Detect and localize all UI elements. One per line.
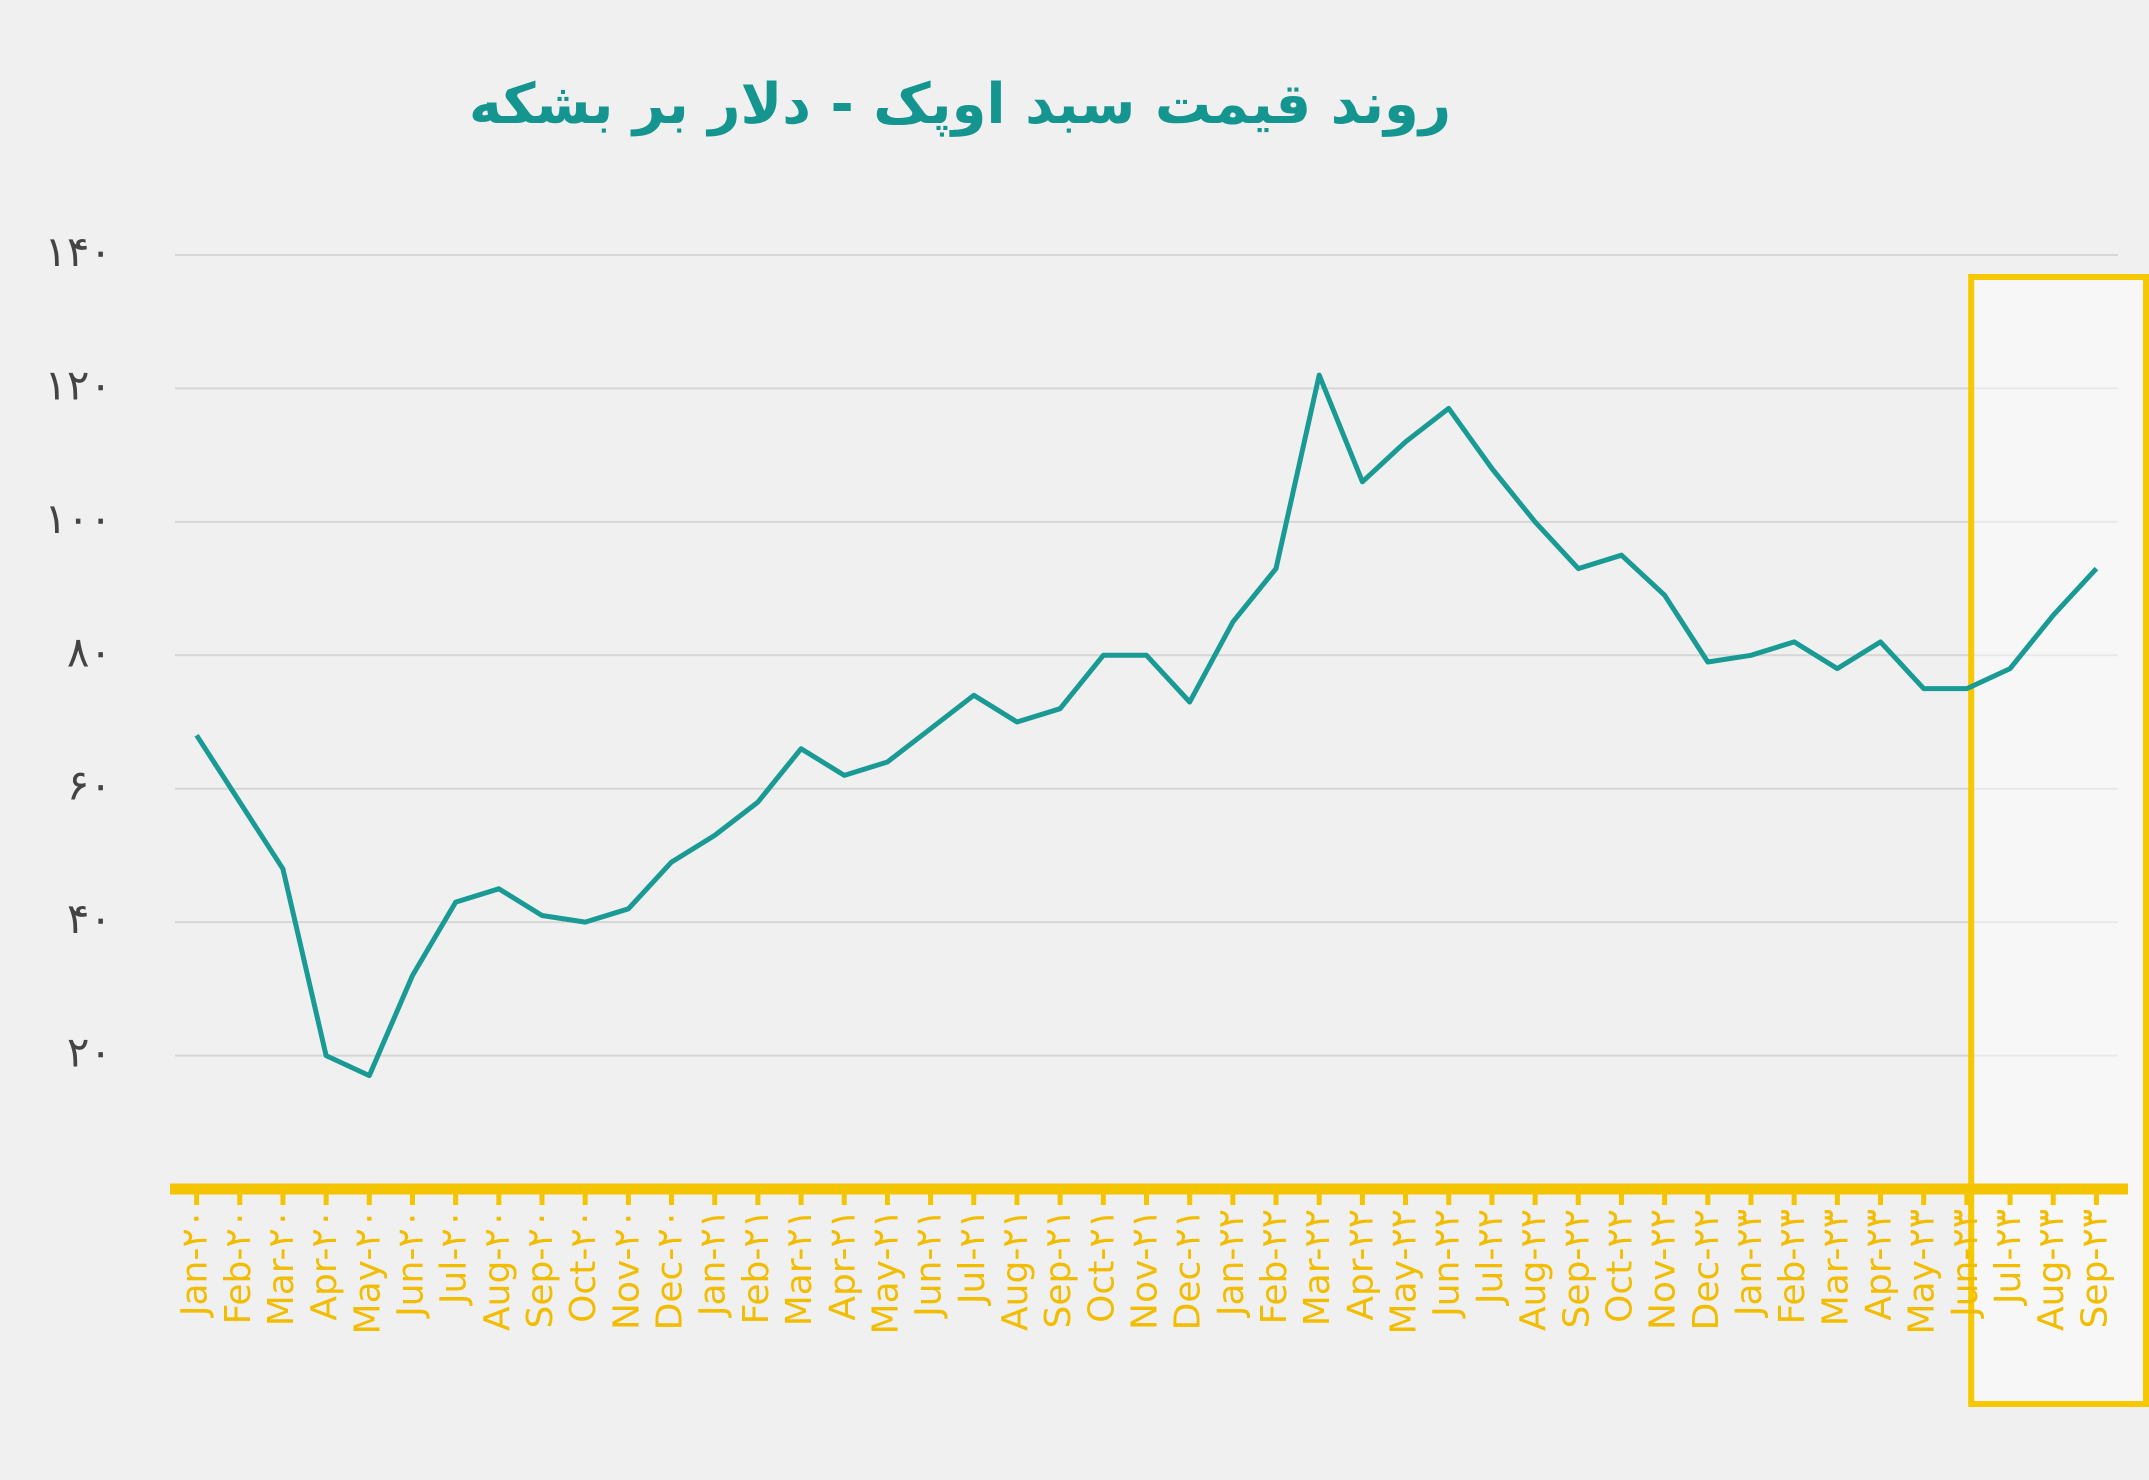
x-tick-label: Sep-۲۳ (2074, 1209, 2115, 1329)
x-tick-label: Jun-۲۲ (1427, 1209, 1468, 1319)
x-tick-label: Mar-۲۳ (1815, 1209, 1856, 1326)
x-tick-label: Feb-۲۰ (218, 1209, 259, 1324)
x-tick-label: Nov-۲۰ (606, 1209, 647, 1330)
x-tick-label: May-۲۳ (1902, 1209, 1943, 1334)
x-tick-label: Apr-۲۰ (304, 1209, 345, 1321)
chart-title: روند قیمت سبد اوپک - دلار بر بشکه (469, 72, 1451, 137)
x-tick-label: Aug-۲۳ (2031, 1209, 2072, 1331)
x-tick-label: Sep-۲۱ (1038, 1209, 1079, 1329)
x-tick-label: May-۲۲ (1384, 1209, 1425, 1334)
x-tick-label: Oct-۲۱ (1081, 1209, 1122, 1323)
x-tick-label: Jul-۲۲ (1470, 1209, 1511, 1306)
x-tick-label: Dec-۲۰ (650, 1209, 691, 1330)
y-tick-label: ۲۰ (67, 1028, 112, 1077)
highlight-box (1968, 274, 2149, 1407)
x-tick-label: Jul-۲۱ (952, 1209, 993, 1306)
x-tick-label: Oct-۲۲ (1599, 1209, 1640, 1323)
price-line (194, 372, 2099, 1079)
x-tick-label: Jun-۲۱ (909, 1209, 950, 1319)
x-tick-label: Dec-۲۲ (1686, 1209, 1727, 1330)
x-tick-label: Nov-۲۲ (1643, 1209, 1684, 1330)
x-tick-label: Nov-۲۱ (1125, 1209, 1166, 1330)
x-tick-label: Jan-۲۱ (693, 1209, 734, 1318)
x-tick-label: Jul-۲۰ (434, 1209, 475, 1306)
x-tick-label: Oct-۲۰ (563, 1209, 604, 1323)
x-tick-label: Jun-۲۰ (390, 1209, 431, 1319)
y-tick-label: ۸۰ (67, 627, 112, 676)
x-tick-label: May-۲۱ (865, 1209, 906, 1334)
y-tick-label: ۶۰ (67, 761, 112, 810)
x-tick-label: Feb-۲۲ (1254, 1209, 1295, 1324)
x-tick-label: Feb-۲۱ (736, 1209, 777, 1324)
x-tick-label: Jan-۲۰ (175, 1209, 216, 1318)
x-tick-label: Jul-۲۳ (1988, 1209, 2029, 1306)
x-tick-label: Mar-۲۲ (1297, 1209, 1338, 1326)
x-tick-label: Apr-۲۲ (1340, 1209, 1381, 1321)
x-tick-label: Mar-۲۱ (779, 1209, 820, 1326)
x-tick-label: Dec-۲۱ (1168, 1209, 1209, 1330)
x-tick-label: Sep-۲۲ (1556, 1209, 1597, 1329)
x-tick-label: May-۲۰ (347, 1209, 388, 1334)
y-tick-label: ۱۰۰ (44, 494, 112, 543)
y-tick-label: ۴۰ (67, 894, 112, 943)
x-tick-label: Feb-۲۳ (1772, 1209, 1813, 1324)
y-tick-label: ۱۲۰ (44, 360, 112, 409)
x-tick-label: Aug-۲۱ (995, 1209, 1036, 1331)
x-tick-label: Jan-۲۲ (1211, 1209, 1252, 1318)
x-tick-label: Mar-۲۰ (261, 1209, 302, 1326)
x-tick-label: Jan-۲۳ (1729, 1209, 1770, 1318)
x-tick-label: Jun-۲۳ (1945, 1209, 1986, 1319)
x-tick-label: Apr-۲۱ (822, 1209, 863, 1321)
x-tick-label: Sep-۲۰ (520, 1209, 561, 1329)
x-tick-label: Aug-۲۰ (477, 1209, 518, 1331)
x-tick-label: Aug-۲۲ (1513, 1209, 1554, 1331)
y-tick-label: ۱۴۰ (44, 227, 112, 276)
x-tick-label: Apr-۲۳ (1859, 1209, 1900, 1321)
